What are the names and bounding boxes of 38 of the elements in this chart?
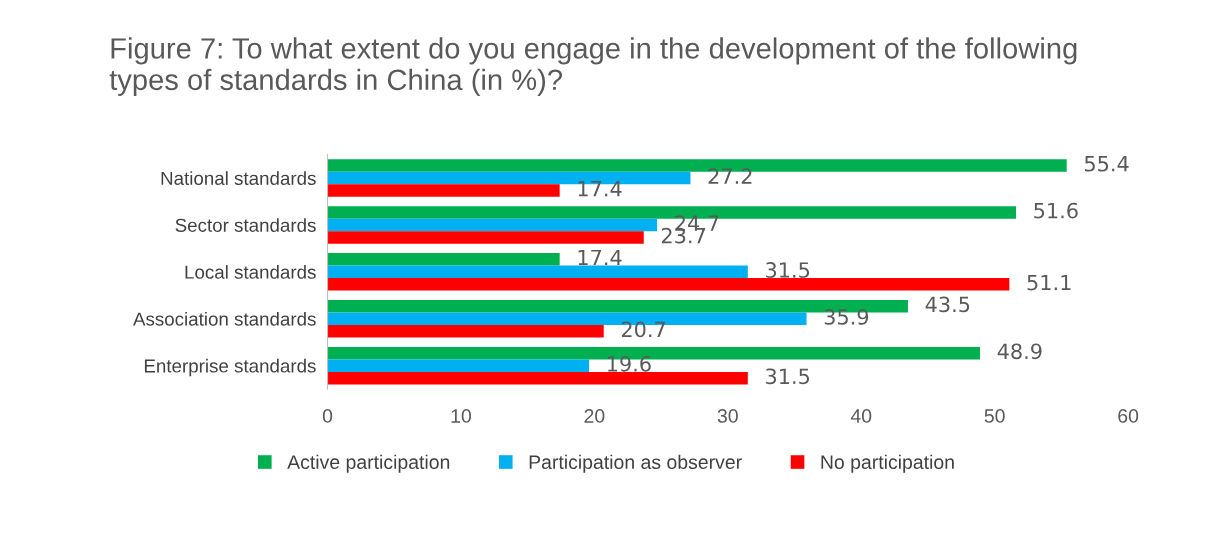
bar (327, 184, 560, 197)
bar (327, 324, 604, 338)
y-tick-label: Sector standards (175, 218, 316, 232)
data-label: 48.9 (997, 343, 1042, 360)
data-label: 19.6 (607, 355, 651, 372)
data-label: 51.1 (1027, 274, 1071, 291)
x-tick-label: 50 (984, 409, 1005, 423)
legend-label: Participation as observer (529, 454, 742, 473)
data-label: 27.2 (708, 168, 752, 184)
data-label: 17.4 (578, 181, 622, 197)
data-label: 51.6 (1034, 202, 1078, 219)
bar (327, 231, 644, 244)
y-tick-label: Association standards (133, 311, 316, 326)
data-label: 31.5 (766, 262, 810, 278)
data-label: 43.5 (925, 296, 970, 313)
legend-label: Active participation (287, 454, 450, 473)
data-label: 20.7 (621, 321, 665, 338)
x-tick-label: 0 (322, 409, 333, 423)
bar (327, 371, 748, 385)
legend-label: No participation (821, 454, 954, 473)
x-tick-label: 20 (584, 409, 605, 423)
x-tick-label: 30 (717, 409, 738, 423)
x-tick-label: 40 (850, 409, 872, 423)
bar (327, 218, 658, 232)
bar (327, 359, 590, 372)
chart-title: Figure 7: To what extent do you engage in the development of the following types of standards in China (in %)? (109, 37, 1077, 96)
data-label: 55.4 (1084, 156, 1129, 172)
y-tick-label: Enterprise standards (144, 358, 316, 377)
data-label: 35.9 (824, 309, 869, 325)
bar (327, 278, 1010, 291)
bar (327, 253, 560, 266)
x-tick-label: 60 (1118, 409, 1139, 423)
y-tick-label: National standards (161, 171, 316, 185)
data-label: 31.5 (766, 368, 810, 385)
data-label: 17.4 (578, 249, 622, 266)
y-tick-label: Local standards (185, 265, 316, 279)
x-tick-label: 10 (451, 409, 471, 423)
bar (327, 265, 748, 279)
